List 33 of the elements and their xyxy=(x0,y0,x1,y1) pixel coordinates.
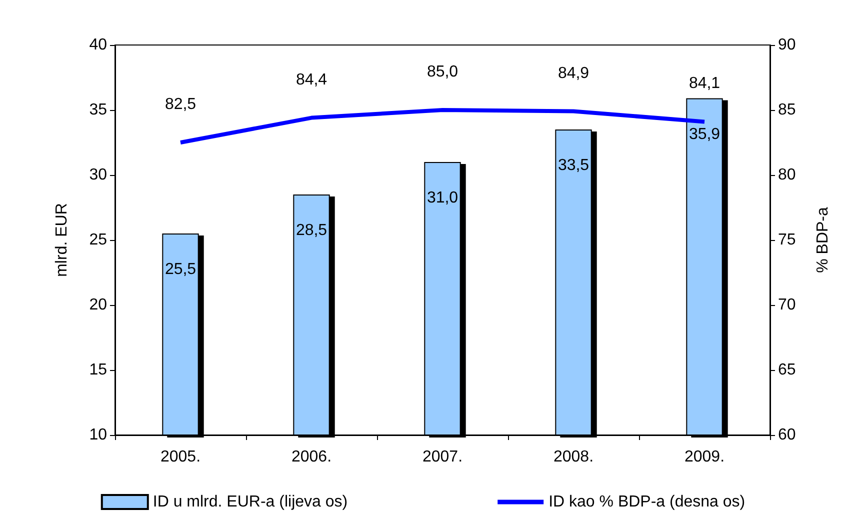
y-tick-label: 10 xyxy=(89,426,108,444)
data-label: 35,9 xyxy=(688,126,720,143)
data-label: 31,0 xyxy=(426,190,458,206)
y2-tick-label: 80 xyxy=(778,166,796,184)
y-tick-label: 35 xyxy=(89,102,108,118)
data-label: 84,4 xyxy=(296,71,328,88)
x-tick-label: 2009. xyxy=(684,448,725,466)
y2-tick-label: 75 xyxy=(778,232,796,248)
y-tick-label: 20 xyxy=(89,296,108,314)
x-tick-label: 2005. xyxy=(160,448,201,466)
y2-tick-label: 90 xyxy=(778,36,796,54)
y2-tick-label: 70 xyxy=(778,296,796,314)
y2-tick-label: 60 xyxy=(778,426,796,444)
y2-tick-label: 65 xyxy=(778,362,796,378)
y-tick-label: 40 xyxy=(89,36,108,54)
y-tick-label: 15 xyxy=(89,362,108,378)
y-tick-label: 25 xyxy=(89,232,108,248)
data-label: 84,9 xyxy=(558,64,590,82)
data-label: 85,0 xyxy=(426,64,458,80)
x-tick-label: 2008. xyxy=(553,448,594,466)
data-label: 82,5 xyxy=(164,96,196,113)
x-tick-label: 2007. xyxy=(422,448,463,466)
data-label: 25,5 xyxy=(164,261,196,278)
x-tick-label: 2006. xyxy=(291,448,332,466)
y-axis-title: mlrd. EUR xyxy=(54,203,70,277)
legend-label: ID kao % BDP-a (desna os) xyxy=(548,494,746,510)
y2-tick-label: 85 xyxy=(778,102,796,118)
y2-axis-title: % BDP-a xyxy=(814,207,832,273)
data-label: 33,5 xyxy=(558,157,590,174)
data-label: 84,1 xyxy=(688,75,720,92)
data-label: 28,5 xyxy=(296,222,328,239)
legend-label: ID u mlrd. EUR-a (lijeva os) xyxy=(152,494,348,510)
y-tick-label: 30 xyxy=(89,166,108,184)
